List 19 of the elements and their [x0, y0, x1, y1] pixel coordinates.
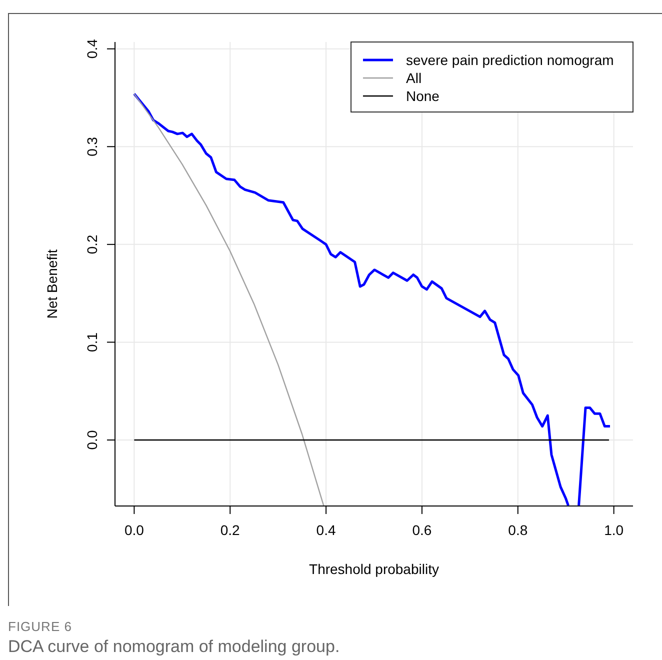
y-tick-label: 0.3 — [84, 136, 100, 156]
legend-label: All — [406, 70, 422, 86]
legend-label: None — [406, 88, 440, 104]
y-tick-label: 0.0 — [84, 430, 100, 450]
x-tick-label: 0.8 — [508, 522, 528, 538]
x-tick-label: 0.2 — [220, 522, 240, 538]
y-axis-title: Net Benefit — [44, 249, 60, 319]
y-tick-label: 0.2 — [84, 234, 100, 254]
y-tick-label: 0.4 — [84, 38, 100, 59]
x-tick-label: 0.0 — [124, 522, 144, 538]
x-tick-label: 0.6 — [412, 522, 432, 538]
legend-label: severe pain prediction nomogram — [406, 52, 614, 68]
text: DCA curve of nomogram of modeling group. — [8, 637, 340, 656]
line-series — [134, 93, 324, 506]
caption: FIGURE 6 — [8, 619, 72, 634]
x-tick-label: 0.4 — [316, 522, 336, 538]
x-tick-label: 1.0 — [604, 522, 624, 538]
y-tick-label: 0.1 — [84, 332, 100, 352]
x-axis-title: Threshold probability — [309, 561, 439, 577]
